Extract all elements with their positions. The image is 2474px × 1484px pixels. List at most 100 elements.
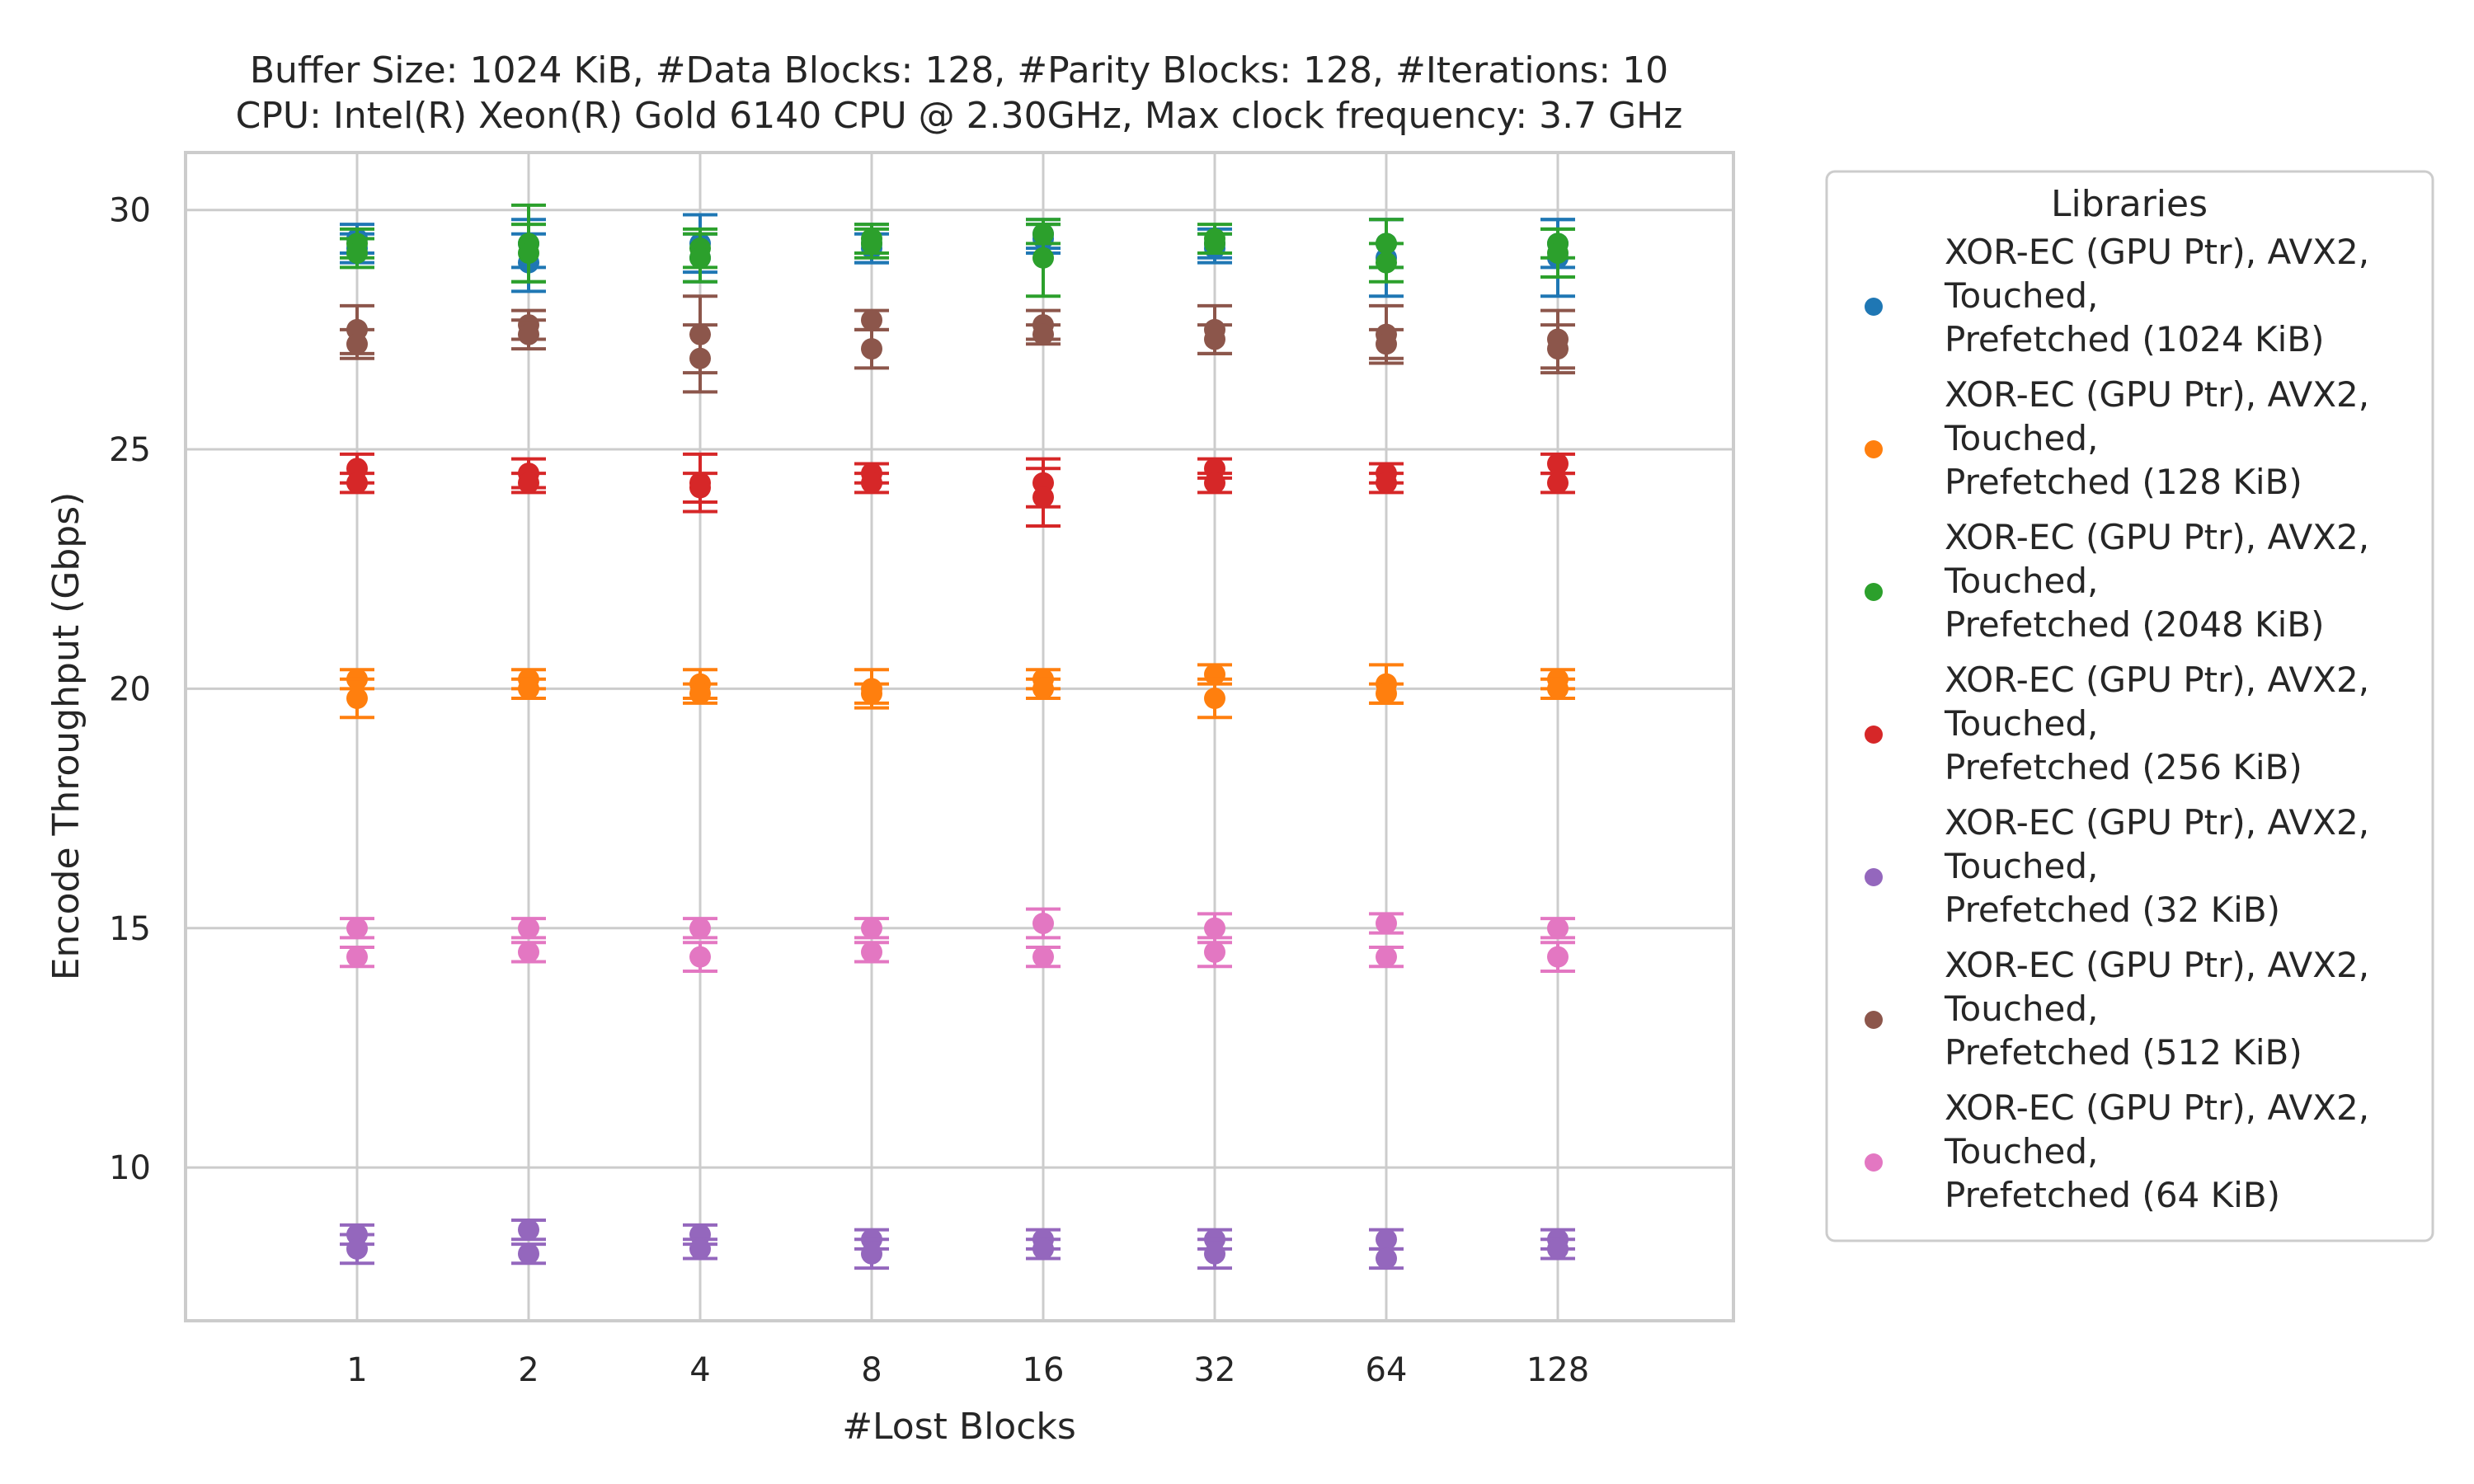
data-point [1376, 333, 1397, 355]
data-point [689, 1237, 711, 1260]
legend-marker [1865, 440, 1883, 458]
data-point [1204, 1242, 1225, 1265]
data-point [861, 472, 882, 494]
data-point [1547, 1237, 1569, 1260]
data-point [346, 333, 368, 355]
data-point [861, 232, 882, 255]
plot-area-frame [184, 151, 1735, 1322]
legend-marker [1865, 298, 1883, 316]
data-point [1376, 251, 1397, 274]
legend-label-line: XOR-EC (GPU Ptr), AVX2, [1945, 802, 2369, 843]
series-1 [340, 663, 1575, 720]
legend-box [1825, 170, 2434, 1242]
data-point [1204, 917, 1225, 939]
data-point [1032, 678, 1054, 700]
data-point [346, 917, 368, 939]
data-point [689, 917, 711, 939]
legend-entry: XOR-EC (GPU Ptr), AVX2, Touched, Prefetc… [1865, 517, 2369, 645]
data-point [346, 472, 368, 494]
data-point [518, 941, 539, 963]
data-point [861, 1242, 882, 1265]
y-axis-label: Encode Throughput (Gbps) [45, 492, 87, 981]
data-point [1032, 323, 1054, 345]
legend-label-line: Touched, [1944, 1131, 2098, 1172]
data-point [346, 688, 368, 710]
data-point [1547, 917, 1569, 939]
data-point [1376, 1228, 1397, 1251]
data-point [1547, 678, 1569, 700]
data-point [861, 941, 882, 963]
data-point [1032, 486, 1054, 509]
chart-title-line-1: Buffer Size: 1024 KiB, #Data Blocks: 128… [250, 49, 1668, 92]
legend-entry: XOR-EC (GPU Ptr), AVX2, Touched, Prefetc… [1865, 802, 2369, 930]
legend-marker [1865, 1153, 1883, 1172]
data-point [689, 477, 711, 499]
data-point [518, 678, 539, 700]
data-point [689, 247, 711, 269]
legend-label-line: Touched, [1944, 275, 2098, 316]
series-4 [340, 1219, 1575, 1270]
axis-ticks: 1 2 4 8 16 32 64 128 10 15 20 25 30 [109, 192, 1589, 1389]
legend-entry: XOR-EC (GPU Ptr), AVX2, Touched, Prefetc… [1865, 374, 2369, 502]
x-tick-label: 32 [1194, 1351, 1236, 1389]
legend-label-line: XOR-EC (GPU Ptr), AVX2, [1945, 232, 2369, 272]
legend-entries: XOR-EC (GPU Ptr), AVX2, Touched, Prefetc… [1865, 232, 2369, 1215]
data-point [346, 1237, 368, 1260]
data-point [1547, 453, 1569, 475]
data-point [1204, 941, 1225, 963]
legend-marker [1865, 1011, 1883, 1029]
data-point [518, 242, 539, 264]
x-tick-label: 4 [689, 1351, 710, 1389]
legend-entry: XOR-EC (GPU Ptr), AVX2, Touched, Prefetc… [1865, 945, 2369, 1073]
legend: Libraries XOR-EC (GPU Ptr), AVX2, Touche… [1825, 170, 2434, 1242]
data-point [518, 323, 539, 345]
legend-label-line: Prefetched (1024 KiB) [1945, 319, 2324, 359]
data-point [518, 472, 539, 494]
y-tick-label: 15 [109, 910, 151, 948]
data-point [1032, 912, 1054, 934]
data-point [346, 946, 368, 968]
y-tick-label: 25 [109, 431, 151, 469]
x-tick-label: 128 [1526, 1351, 1589, 1389]
data-point [861, 683, 882, 705]
data-point [1547, 472, 1569, 494]
legend-label-line: Touched, [1944, 846, 2098, 886]
data-point [1204, 232, 1225, 255]
y-tick-label: 20 [109, 670, 151, 708]
legend-label-line: Prefetched (256 KiB) [1945, 747, 2302, 787]
legend-entry: XOR-EC (GPU Ptr), AVX2, Touched, Prefetc… [1865, 232, 2369, 359]
data-point [518, 1219, 539, 1241]
legend-label-line: Prefetched (2048 KiB) [1945, 604, 2324, 645]
series-3 [340, 452, 1575, 528]
data-point [1032, 1237, 1054, 1260]
legend-title: Libraries [2051, 183, 2208, 225]
data-point [1376, 1247, 1397, 1270]
legend-label-line: XOR-EC (GPU Ptr), AVX2, [1945, 1087, 2369, 1128]
legend-label-line: Touched, [1944, 703, 2098, 744]
data-point [1547, 242, 1569, 264]
legend-label-line: XOR-EC (GPU Ptr), AVX2, [1945, 374, 2369, 415]
y-tick-label: 30 [109, 192, 151, 230]
legend-label-line: Prefetched (512 KiB) [1945, 1032, 2302, 1073]
legend-label-line: Prefetched (64 KiB) [1945, 1175, 2280, 1215]
data-point [346, 242, 368, 264]
x-tick-label: 8 [861, 1351, 882, 1389]
data-point [1376, 683, 1397, 705]
data-point [1032, 946, 1054, 968]
data-point [518, 1242, 539, 1265]
data-point [1204, 472, 1225, 494]
legend-label-line: Touched, [1944, 418, 2098, 458]
data-point [689, 946, 711, 968]
legend-label-line: XOR-EC (GPU Ptr), AVX2, [1945, 660, 2369, 700]
data-point [861, 917, 882, 939]
data-point [518, 917, 539, 939]
x-tick-label: 16 [1023, 1351, 1065, 1389]
legend-label-line: Touched, [1944, 561, 2098, 601]
x-tick-label: 64 [1366, 1351, 1408, 1389]
series-5 [340, 294, 1575, 394]
y-tick-label: 10 [109, 1149, 151, 1187]
data-point [1376, 472, 1397, 494]
data-point [689, 683, 711, 705]
data-point [861, 338, 882, 360]
